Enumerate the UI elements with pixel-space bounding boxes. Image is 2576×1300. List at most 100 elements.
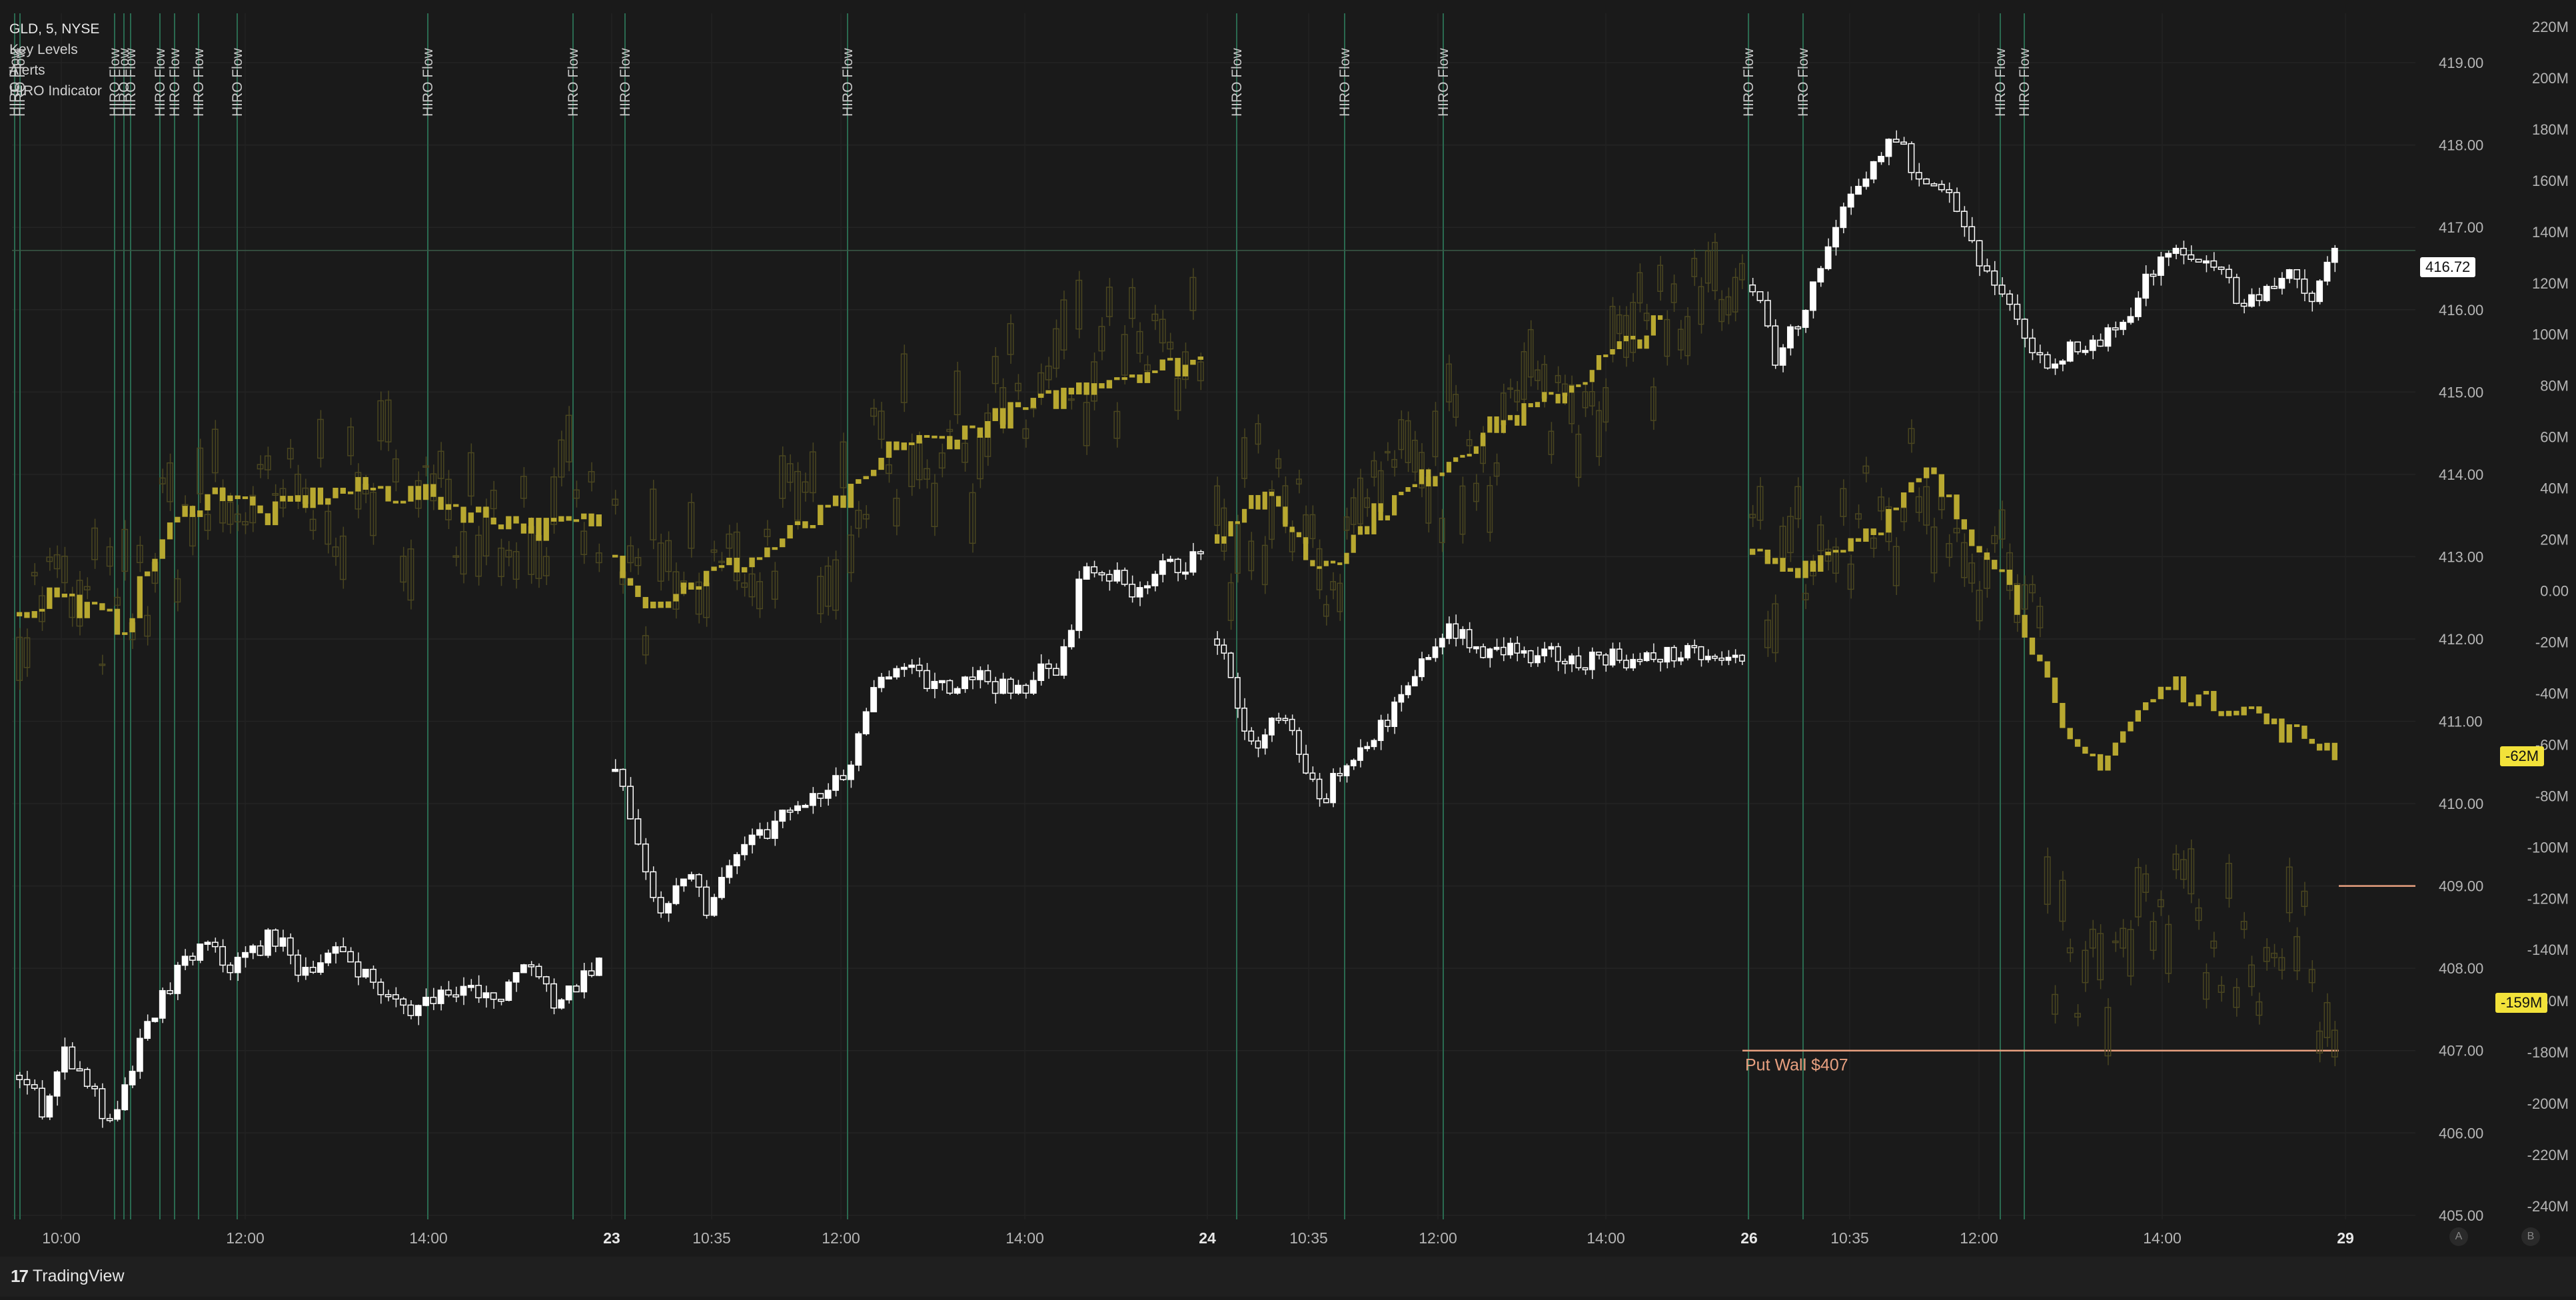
- price-candle[interactable]: [437, 989, 444, 1004]
- price-candle[interactable]: [1136, 587, 1143, 598]
- price-candle[interactable]: [976, 670, 983, 680]
- price-candle[interactable]: [332, 946, 339, 954]
- price-candle[interactable]: [1364, 746, 1371, 750]
- price-candle[interactable]: [733, 854, 740, 867]
- price-candle[interactable]: [1371, 740, 1377, 748]
- price-candle[interactable]: [1938, 183, 1945, 191]
- price-candle[interactable]: [710, 897, 718, 916]
- legend-symbol[interactable]: GLD, 5, NYSE: [9, 21, 100, 37]
- price-candle[interactable]: [1650, 652, 1656, 660]
- price-candle[interactable]: [1507, 642, 1513, 656]
- price-candle[interactable]: [460, 985, 467, 996]
- price-candle[interactable]: [1432, 646, 1439, 658]
- price-candle[interactable]: [2233, 277, 2240, 305]
- price-candle[interactable]: [2036, 352, 2044, 356]
- price-candle[interactable]: [430, 996, 437, 1004]
- price-candle[interactable]: [938, 680, 946, 684]
- price-candle[interactable]: [475, 985, 482, 999]
- price-candle[interactable]: [1316, 778, 1323, 800]
- price-candle[interactable]: [595, 958, 602, 976]
- price-candle[interactable]: [2157, 257, 2164, 276]
- price-candle[interactable]: [1739, 654, 1745, 662]
- price-candle[interactable]: [181, 956, 189, 966]
- price-candle[interactable]: [779, 810, 786, 822]
- price-candle[interactable]: [1562, 660, 1568, 664]
- price-candle[interactable]: [794, 805, 802, 812]
- price-candle[interactable]: [204, 942, 211, 945]
- price-candle[interactable]: [1870, 161, 1877, 180]
- price-candle[interactable]: [832, 775, 840, 791]
- price-candle[interactable]: [31, 1084, 38, 1089]
- price-candle[interactable]: [2006, 293, 2013, 305]
- price-candle[interactable]: [2255, 294, 2263, 301]
- price-candle[interactable]: [756, 829, 763, 836]
- price-candle[interactable]: [249, 945, 257, 954]
- price-candle[interactable]: [1350, 760, 1357, 767]
- price-candle[interactable]: [482, 992, 490, 999]
- price-candle[interactable]: [2285, 269, 2293, 279]
- price-candle[interactable]: [1817, 268, 1824, 283]
- price-candle[interactable]: [1541, 648, 1548, 656]
- price-candle[interactable]: [535, 966, 542, 977]
- price-candle[interactable]: [2203, 260, 2210, 264]
- price-candle[interactable]: [2323, 261, 2331, 282]
- price-candle[interactable]: [211, 942, 219, 948]
- price-candle[interactable]: [53, 1071, 61, 1097]
- price-candle[interactable]: [1337, 773, 1343, 776]
- price-candle[interactable]: [1439, 638, 1445, 648]
- price-candle[interactable]: [227, 964, 234, 974]
- price-candle[interactable]: [69, 1046, 76, 1069]
- price-candle[interactable]: [174, 964, 181, 994]
- price-candle[interactable]: [1623, 660, 1629, 669]
- price-candle[interactable]: [1480, 646, 1486, 658]
- price-candle[interactable]: [498, 998, 504, 1002]
- price-candle[interactable]: [688, 874, 695, 880]
- price-candle[interactable]: [1664, 646, 1670, 663]
- price-candle[interactable]: [1527, 650, 1534, 664]
- price-candle[interactable]: [1275, 718, 1282, 721]
- price-candle[interactable]: [1261, 734, 1268, 749]
- price-candle[interactable]: [1930, 183, 1938, 187]
- price-candle[interactable]: [1684, 645, 1690, 659]
- price-candle[interactable]: [1670, 646, 1677, 662]
- price-candle[interactable]: [1189, 551, 1197, 573]
- price-candle[interactable]: [505, 981, 512, 1001]
- price-candle[interactable]: [1174, 558, 1181, 574]
- price-candle[interactable]: [1704, 656, 1711, 660]
- price-candle[interactable]: [1323, 798, 1329, 804]
- price-candle[interactable]: [91, 1085, 98, 1089]
- price-candle[interactable]: [1892, 139, 1900, 143]
- price-candle[interactable]: [347, 951, 354, 963]
- price-candle[interactable]: [1398, 694, 1405, 703]
- price-candle[interactable]: [1143, 585, 1151, 588]
- legend-item-hiro-indicator[interactable]: HIRO Indicator: [9, 83, 102, 99]
- price-candle[interactable]: [1289, 718, 1295, 732]
- price-candle[interactable]: [542, 976, 550, 985]
- price-candle[interactable]: [2271, 286, 2277, 289]
- price-candle[interactable]: [2308, 293, 2315, 303]
- price-candle[interactable]: [1840, 206, 1847, 229]
- price-candle[interactable]: [1636, 658, 1643, 662]
- price-candle[interactable]: [1473, 646, 1479, 650]
- price-candle[interactable]: [512, 972, 520, 983]
- price-candle[interactable]: [862, 711, 870, 734]
- price-candle[interactable]: [1772, 325, 1779, 366]
- price-candle[interactable]: [2134, 297, 2142, 317]
- price-candle[interactable]: [999, 678, 1007, 694]
- price-candle[interactable]: [167, 989, 173, 994]
- price-candle[interactable]: [1923, 178, 1930, 185]
- legend-item-alerts[interactable]: Alerts: [9, 63, 45, 78]
- price-candle[interactable]: [159, 989, 166, 1019]
- price-candle[interactable]: [2082, 350, 2089, 353]
- price-candle[interactable]: [1343, 765, 1350, 776]
- price-candle[interactable]: [354, 961, 362, 977]
- price-candle[interactable]: [741, 844, 748, 856]
- price-candle[interactable]: [99, 1088, 106, 1119]
- price-candle[interactable]: [1411, 676, 1418, 687]
- price-candle[interactable]: [900, 666, 908, 670]
- price-candle[interactable]: [1121, 570, 1128, 585]
- price-candle[interactable]: [2218, 267, 2225, 271]
- price-candle[interactable]: [1425, 657, 1432, 660]
- price-candle[interactable]: [452, 994, 460, 997]
